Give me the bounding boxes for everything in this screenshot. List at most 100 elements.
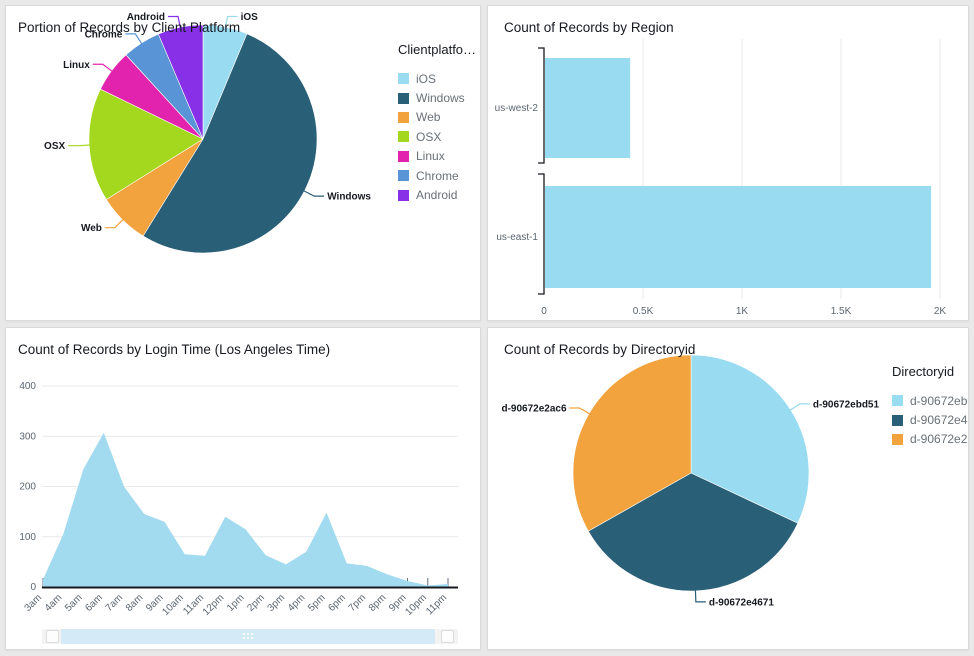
- legend-title: Directoryid: [892, 364, 955, 379]
- zoom-handle-left[interactable]: [46, 630, 59, 643]
- pie-callout-line: [68, 144, 91, 147]
- x-tick-label: 11pm: [424, 592, 449, 617]
- legend-item-linux[interactable]: Linux: [398, 147, 476, 166]
- legend-swatch-icon: [892, 395, 903, 407]
- pie-callout-line: [125, 33, 143, 45]
- pie-slice-label: Android: [127, 12, 165, 23]
- legend-item-chrome[interactable]: Chrome: [398, 166, 476, 185]
- legend-swatch-icon: [398, 150, 409, 162]
- legend-item-label: OSX: [416, 129, 442, 144]
- x-tick-label: 8am: [124, 592, 146, 614]
- legend-item-web[interactable]: Web: [398, 108, 476, 127]
- legend-item-label: Linux: [416, 149, 445, 164]
- pie-slice-label: Windows: [327, 192, 371, 203]
- legend-swatch-icon: [398, 189, 409, 201]
- legend-items: d-90672eb… d-90672e4… d-90672e2…: [892, 391, 968, 449]
- panel-client-platform: Portion of Records by Client Platform iO…: [5, 5, 481, 321]
- legend-title: Clientplatfo…: [398, 42, 477, 57]
- x-tick-label: 1K: [736, 306, 749, 317]
- legend-item-label: Android: [416, 188, 458, 203]
- x-axis-zoom-scrollbar[interactable]: [42, 629, 458, 644]
- pie-slice-label: Chrome: [85, 29, 123, 40]
- bar-us-east-1[interactable]: [545, 186, 932, 288]
- zoom-handle-right[interactable]: [441, 630, 454, 643]
- y-axis-bracket: [538, 47, 545, 164]
- x-tick-label: 0: [541, 306, 547, 317]
- y-tick-label: 400: [19, 381, 36, 392]
- x-tick-label: 4pm: [286, 592, 308, 614]
- legend-item-label: Chrome: [416, 168, 459, 183]
- bar-us-west-2[interactable]: [545, 58, 631, 158]
- pie-slice-label: Web: [81, 223, 102, 234]
- pie-slice-label: OSX: [44, 141, 65, 152]
- panel-title-client-platform: Portion of Records by Client Platform: [18, 20, 241, 35]
- legend-item-label: Web: [416, 110, 441, 125]
- login-time-area-chart: 01002003004003am4am5am6am7am8am9am10am11…: [19, 381, 458, 618]
- x-tick-label: 0.5K: [633, 306, 654, 317]
- x-tick-label: 7am: [104, 592, 126, 614]
- pie-callout-line: [694, 589, 706, 603]
- x-tick-label: 10am: [160, 592, 185, 617]
- x-tick-label: 2K: [934, 306, 947, 317]
- x-tick-label: 2pm: [245, 592, 267, 614]
- pie-slice-label: iOS: [241, 12, 259, 23]
- legend-item-d-90672e2ac6[interactable]: d-90672e2…: [892, 430, 968, 449]
- directoryid-legend: Directoryid d-90672eb…d-90672e4…d-90672e…: [892, 364, 968, 449]
- region-bar-chart: 0 0.5K 1K 1.5K 2K us-west-2 us-east-1: [495, 39, 947, 317]
- y-tick-label: 100: [19, 532, 36, 543]
- legend-item-label: Windows: [416, 91, 465, 106]
- legend-item-android[interactable]: Android: [398, 185, 476, 204]
- pie-slice-label: d-90672e2ac6: [501, 404, 566, 415]
- directoryid-pie-chart: d-90672ebd51 d-90672e4671 d-90672e2ac6: [501, 354, 880, 608]
- legend-item-d-90672e4671[interactable]: d-90672e4…: [892, 410, 968, 429]
- pie-callout-line: [92, 63, 113, 72]
- legend-item-ios[interactable]: iOS: [398, 69, 476, 88]
- y-category-label: us-east-1: [496, 232, 538, 243]
- y-tick-label: 200: [19, 482, 36, 493]
- x-tick-label: 10pm: [403, 592, 428, 617]
- x-tick-label: 1pm: [225, 592, 247, 614]
- legend-item-label: iOS: [416, 71, 437, 86]
- x-tick-label: 4am: [43, 592, 65, 614]
- legend-swatch-icon: [398, 131, 409, 143]
- y-tick-label: 0: [30, 582, 36, 593]
- x-tick-label: 3am: [23, 592, 45, 614]
- x-tick-label: 8pm: [367, 592, 389, 614]
- legend-item-windows[interactable]: Windows: [398, 88, 476, 107]
- x-tick-label: 7pm: [347, 592, 369, 614]
- pie-callout-line: [303, 190, 325, 197]
- pie-callout-line: [168, 15, 182, 29]
- legend-item-d-90672ebd51[interactable]: d-90672eb…: [892, 391, 968, 410]
- legend-swatch-icon: [398, 111, 409, 123]
- x-tick-label: 12pm: [201, 592, 226, 617]
- legend-swatch-icon: [398, 73, 409, 85]
- legend-item-label: d-90672eb…: [910, 393, 968, 408]
- legend-item-label: d-90672e2…: [910, 432, 968, 447]
- pie-callout-line: [104, 218, 124, 229]
- legend-items: iOS Windows Web OSX Linux Chrome Android: [398, 69, 476, 205]
- pie-slice-label: d-90672ebd51: [813, 399, 880, 410]
- x-tick-label: 6pm: [326, 592, 348, 614]
- panel-directoryid: Count of Records by Directoryid d-90672e…: [487, 327, 969, 650]
- legend-item-osx[interactable]: OSX: [398, 127, 476, 146]
- panel-login-time: Count of Records by Login Time (Los Ange…: [5, 327, 481, 650]
- zoom-grip-icon[interactable]: [243, 633, 253, 639]
- panel-title-directoryid: Count of Records by Directoryid: [504, 342, 696, 357]
- x-tick-label: 6am: [83, 592, 105, 614]
- pie-callout-line: [789, 403, 810, 411]
- legend-item-label: d-90672e4…: [910, 413, 968, 428]
- area-series[interactable]: [43, 432, 448, 587]
- y-axis-bracket: [538, 173, 545, 295]
- pie-callout-line: [569, 407, 591, 415]
- zoom-range-bar[interactable]: [61, 629, 435, 644]
- x-tick-label: 3pm: [266, 592, 288, 614]
- panel-region: Count of Records by Region 0 0.5K 1K 1.5K 2K…: [487, 5, 969, 321]
- x-tick-label: 11am: [181, 592, 206, 617]
- pie-slice-label: d-90672e4671: [709, 597, 774, 608]
- panel-title-region: Count of Records by Region: [504, 20, 674, 35]
- client-platform-pie-chart: iOS Windows Web OSX Linux Chrome Android: [44, 12, 371, 254]
- pie-slice-label: Linux: [63, 60, 90, 71]
- legend-swatch-icon: [398, 92, 409, 104]
- y-category-label: us-west-2: [495, 103, 539, 114]
